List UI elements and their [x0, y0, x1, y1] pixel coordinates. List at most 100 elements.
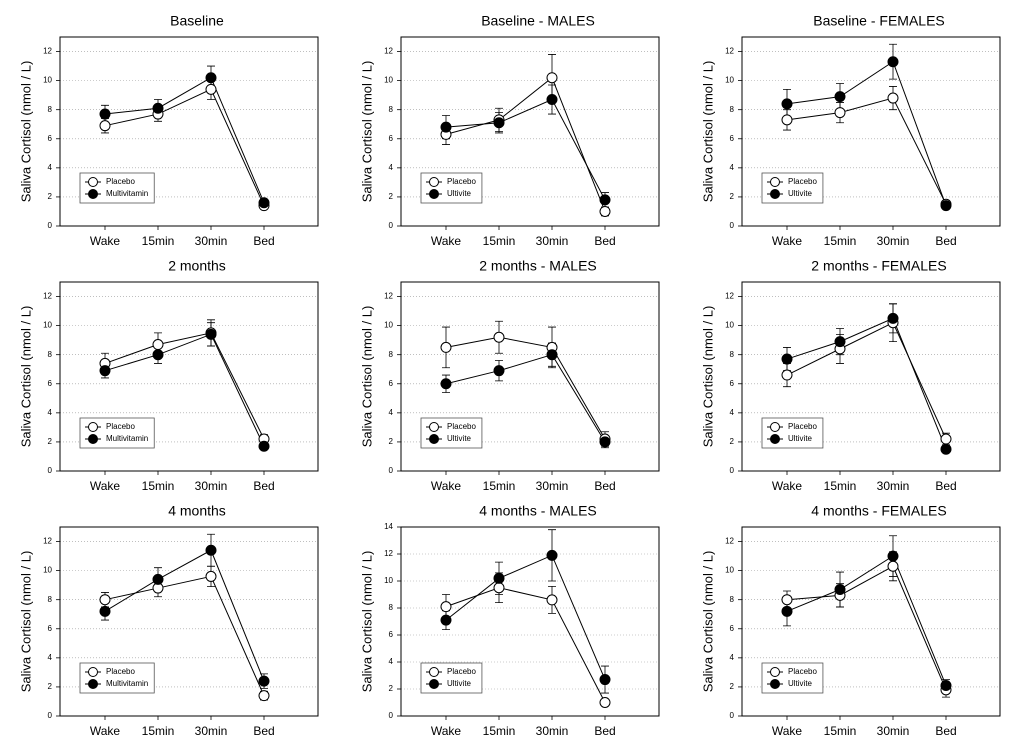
x-tick-label: 15min — [142, 479, 175, 493]
data-point — [599, 697, 611, 708]
data-point — [781, 369, 793, 381]
data-point — [599, 674, 611, 686]
chart-title: 4 months — [168, 503, 226, 519]
series-line — [104, 549, 265, 682]
data-point — [887, 550, 899, 562]
chart-panel: 4 months Saliva Cortisol (nmol / L) 0 2 4 6 8 1… — [18, 503, 319, 738]
chart-panel: 2 months Saliva Cortisol (nmol / L) 0 2 4 6 8 1… — [18, 258, 319, 493]
y-axis-label: Saliva Cortisol (nmol / L) — [18, 61, 33, 203]
legend-marker — [429, 422, 439, 432]
data-point — [940, 679, 952, 691]
series-line — [786, 97, 947, 205]
data-point — [599, 436, 611, 448]
x-tick-label: 30min — [877, 234, 910, 248]
legend-label: Placebo — [788, 422, 817, 431]
y-tick-label: 0 — [389, 711, 394, 720]
data-point — [493, 117, 505, 129]
series-line — [786, 565, 947, 691]
y-tick-label: 8 — [48, 105, 53, 114]
y-tick-label: 6 — [48, 379, 53, 388]
legend-marker — [88, 679, 98, 689]
y-tick-label: 0 — [389, 221, 394, 230]
chart-title: 2 months — [168, 258, 226, 274]
legend-marker — [88, 667, 98, 677]
y-tick-label: 4 — [389, 163, 394, 172]
data-point — [887, 92, 899, 104]
y-tick-label: 0 — [48, 711, 53, 720]
y-axis-label: Saliva Cortisol (nmol / L) — [18, 551, 33, 693]
data-point — [599, 205, 611, 217]
x-tick-label: Wake — [772, 479, 803, 493]
y-axis-label: Saliva Cortisol (nmol / L) — [700, 306, 715, 448]
legend-marker — [770, 679, 780, 689]
y-tick-label: 0 — [48, 466, 53, 475]
data-point — [152, 349, 164, 361]
legend-marker — [429, 434, 439, 444]
x-tick-label: 30min — [877, 724, 910, 738]
plot-frame — [741, 281, 1001, 472]
y-tick-label: 14 — [384, 522, 393, 531]
y-tick-label: 10 — [43, 321, 52, 330]
y-tick-label: 10 — [384, 321, 393, 330]
x-tick-label: 15min — [142, 724, 175, 738]
y-tick-label: 6 — [48, 134, 53, 143]
y-tick-label: 10 — [384, 576, 393, 585]
x-tick-label: Bed — [253, 234, 274, 248]
y-tick-label: 6 — [48, 624, 53, 633]
data-point — [546, 94, 558, 106]
y-tick-label: 2 — [389, 192, 394, 201]
x-tick-label: Bed — [253, 479, 274, 493]
y-tick-label: 8 — [389, 603, 394, 612]
x-tick-label: Bed — [594, 479, 615, 493]
x-tick-label: 30min — [536, 479, 569, 493]
data-point — [546, 72, 558, 84]
legend-label: Placebo — [447, 177, 476, 186]
y-tick-label: 4 — [389, 408, 394, 417]
legend-marker — [770, 189, 780, 199]
y-tick-label: 6 — [389, 630, 394, 639]
legend-marker — [88, 422, 98, 432]
data-point — [440, 601, 452, 613]
legend-label: Multivitamin — [106, 189, 148, 198]
y-axis-label: Saliva Cortisol (nmol / L) — [700, 61, 715, 203]
data-point — [205, 570, 217, 582]
legend-marker — [88, 434, 98, 444]
y-tick-label: 2 — [730, 437, 735, 446]
legend-label: Ultivite — [447, 434, 472, 443]
legend-marker — [429, 679, 439, 689]
data-point — [834, 336, 846, 348]
x-tick-label: Bed — [935, 234, 956, 248]
legend-label: Multivitamin — [106, 434, 148, 443]
series-line — [445, 587, 606, 703]
x-tick-label: 30min — [877, 479, 910, 493]
data-point — [152, 573, 164, 585]
legend-label: Placebo — [447, 422, 476, 431]
data-point — [99, 120, 111, 132]
y-axis-label: Saliva Cortisol (nmol / L) — [359, 551, 374, 693]
series-line — [104, 76, 265, 203]
data-point — [599, 194, 611, 206]
x-tick-label: Wake — [772, 234, 803, 248]
y-tick-label: 4 — [48, 408, 53, 417]
data-point — [546, 349, 558, 361]
x-tick-label: 30min — [536, 724, 569, 738]
series-line — [445, 76, 606, 212]
x-tick-label: 15min — [483, 724, 516, 738]
y-tick-label: 12 — [384, 47, 393, 56]
series-line — [104, 88, 265, 206]
x-tick-label: 30min — [536, 234, 569, 248]
chart-panel: Baseline - FEMALES Saliva Cortisol (nmol … — [700, 13, 1001, 248]
data-point — [781, 594, 793, 606]
series-line — [786, 322, 947, 440]
y-tick-label: 10 — [43, 566, 52, 575]
x-tick-label: 30min — [195, 234, 228, 248]
y-tick-label: 2 — [48, 437, 53, 446]
data-point — [440, 341, 452, 353]
data-point — [887, 56, 899, 68]
data-point — [258, 675, 270, 687]
series-line — [445, 554, 606, 680]
x-tick-label: Bed — [594, 724, 615, 738]
y-tick-label: 12 — [384, 292, 393, 301]
y-tick-label: 8 — [730, 350, 735, 359]
x-tick-label: Bed — [935, 724, 956, 738]
